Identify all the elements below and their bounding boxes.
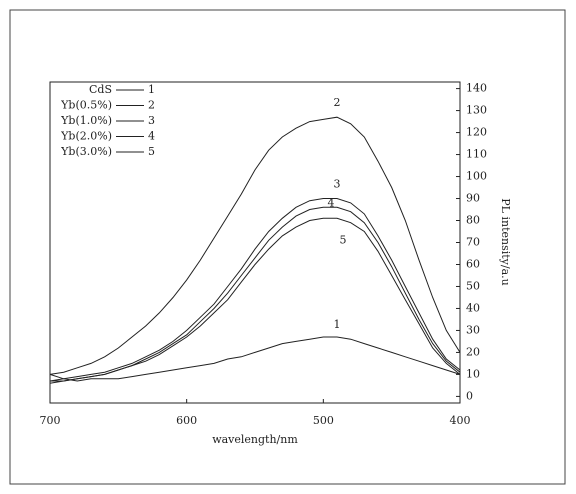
y-tick-label: 40 bbox=[466, 301, 480, 314]
curve-label: 5 bbox=[340, 233, 347, 246]
legend-name: Yb(1.0%) bbox=[60, 114, 112, 127]
y-tick-label: 80 bbox=[466, 214, 480, 227]
frame bbox=[9, 9, 566, 485]
y-tick-label: 110 bbox=[466, 148, 487, 161]
y-tick-label: 70 bbox=[466, 236, 480, 249]
y-tick-label: 130 bbox=[466, 104, 487, 117]
curve-label: 1 bbox=[334, 318, 341, 331]
line-series bbox=[49, 116, 461, 375]
legend-name: Yb(3.0%) bbox=[60, 145, 112, 158]
legend-label: 5 bbox=[148, 145, 155, 158]
line-series bbox=[49, 217, 461, 384]
y-tick-label: 10 bbox=[466, 367, 480, 380]
y-tick-label: 100 bbox=[466, 170, 487, 183]
x-tick-label: 400 bbox=[450, 414, 471, 427]
legend-label: 2 bbox=[148, 99, 155, 112]
legend-label: 3 bbox=[148, 114, 155, 127]
y-tick-label: 20 bbox=[466, 345, 480, 358]
curve-label: 4 bbox=[328, 196, 335, 209]
x-tick-label: 500 bbox=[313, 414, 334, 427]
y-tick-label: 0 bbox=[466, 389, 473, 402]
legend-label: 4 bbox=[148, 130, 155, 143]
y-tick-label: 30 bbox=[466, 323, 480, 336]
legend-label: 1 bbox=[148, 83, 155, 96]
x-tick-label: 700 bbox=[40, 414, 61, 427]
y-tick-label: 140 bbox=[466, 82, 487, 95]
curve-label: 2 bbox=[334, 96, 341, 109]
y-tick-label: 60 bbox=[466, 257, 480, 270]
legend-name: Yb(0.5%) bbox=[60, 99, 112, 112]
line-series bbox=[49, 198, 461, 382]
legend-name: CdS bbox=[89, 83, 112, 96]
curve-label: 3 bbox=[334, 178, 341, 191]
y-axis-title: PL intensity/a.u bbox=[499, 198, 512, 285]
x-tick-label: 600 bbox=[176, 414, 197, 427]
line-series bbox=[49, 336, 461, 382]
y-tick-label: 120 bbox=[466, 126, 487, 139]
x-axis-title: wavelength/nm bbox=[212, 433, 298, 446]
legend-name: Yb(2.0%) bbox=[60, 130, 112, 143]
y-tick-label: 90 bbox=[466, 192, 480, 205]
y-tick-label: 50 bbox=[466, 279, 480, 292]
